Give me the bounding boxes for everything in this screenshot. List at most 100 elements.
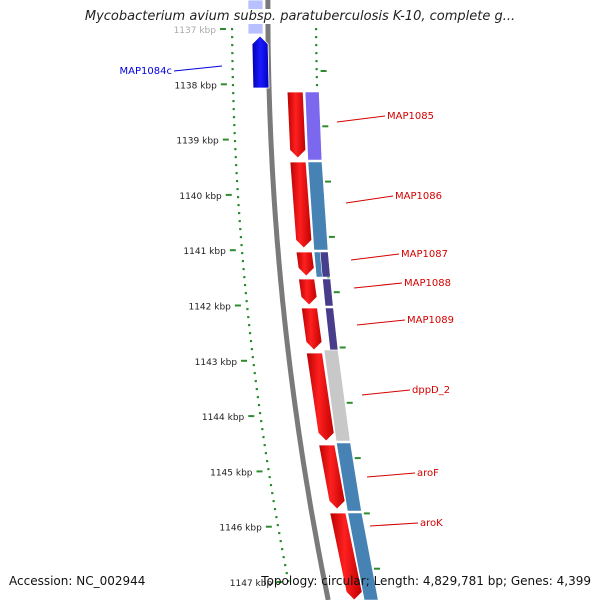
kbp-tick-label: 1142 kbp bbox=[188, 303, 231, 313]
inner-ring-dot bbox=[278, 532, 281, 535]
inner-ring-dot bbox=[231, 52, 234, 55]
inner-ring-dot bbox=[268, 476, 271, 479]
inner-ring-dot bbox=[231, 36, 234, 39]
cog-segment bbox=[325, 307, 339, 351]
gene-label[interactable]: MAP1085 bbox=[387, 111, 434, 122]
inner-ring-dot bbox=[260, 420, 263, 423]
inner-ring-dot bbox=[275, 516, 278, 519]
inner-ring-dot bbox=[276, 524, 279, 527]
inner-ring-dot bbox=[248, 324, 251, 327]
inner-ring-dot bbox=[281, 548, 284, 551]
inner-ring-dot bbox=[231, 84, 235, 87]
inner-ring-dot bbox=[232, 100, 235, 103]
cog-segment bbox=[323, 349, 351, 442]
gene-label[interactable]: MAP1084c bbox=[120, 66, 172, 77]
kbp-tick-label: 1146 kbp bbox=[219, 524, 262, 534]
gene-label[interactable]: MAP1088 bbox=[404, 278, 451, 289]
inner-ring-dot bbox=[269, 484, 273, 487]
inner-ring-dot bbox=[247, 316, 250, 319]
inner-ring-dot bbox=[234, 148, 237, 151]
inner-ring-dot bbox=[261, 428, 264, 431]
forward-gene-7 bbox=[329, 512, 363, 600]
inner-ring-dot bbox=[241, 252, 244, 255]
inner-ring-dot bbox=[231, 60, 234, 63]
outer-ring-dot bbox=[315, 52, 318, 55]
inner-ring-dot bbox=[235, 180, 239, 183]
gene-label[interactable]: MAP1087 bbox=[401, 249, 448, 260]
genes-value: 4,399 bbox=[556, 574, 591, 588]
map-title: Mycobacterium avium subsp. paratuberculo… bbox=[0, 9, 600, 24]
kbp-tick-label: 1141 kbp bbox=[183, 247, 226, 257]
gene-label-leader bbox=[350, 253, 400, 261]
outer-ring-dot bbox=[315, 44, 318, 47]
inner-ring-dot bbox=[234, 156, 237, 159]
outer-ring-dot bbox=[315, 60, 318, 63]
inner-ring-dot bbox=[251, 356, 254, 359]
gene-label-leader bbox=[345, 195, 394, 204]
inner-ring-dot bbox=[243, 276, 246, 279]
reverse-gene-map1084c bbox=[251, 35, 270, 89]
gene-label[interactable]: aroK bbox=[420, 518, 443, 529]
inner-ring-dot bbox=[244, 292, 247, 295]
inner-ring-dot bbox=[235, 172, 238, 175]
gene-label-leader bbox=[356, 319, 406, 326]
inner-ring-dot bbox=[263, 444, 266, 447]
inner-ring-dot bbox=[231, 76, 234, 79]
inner-ring-dot bbox=[246, 308, 249, 311]
inner-ring-dot bbox=[271, 492, 274, 495]
inner-ring-dot bbox=[287, 580, 290, 583]
cog-track bbox=[304, 91, 379, 600]
inner-ring-dot bbox=[236, 196, 240, 199]
gene-label-leader bbox=[353, 282, 403, 289]
inner-ring-dot bbox=[285, 572, 288, 575]
accession-info: Accession: NC_002944 bbox=[9, 574, 145, 588]
inner-ring-dot bbox=[272, 500, 275, 503]
forward-gene-4 bbox=[300, 307, 323, 351]
cog-segment bbox=[322, 278, 334, 307]
inner-ring-dot bbox=[237, 204, 240, 207]
inner-ring-dot bbox=[252, 364, 255, 367]
gene-label[interactable]: MAP1086 bbox=[395, 191, 442, 202]
inner-ring-dot bbox=[257, 404, 261, 407]
gene-label[interactable]: MAP1089 bbox=[407, 315, 454, 326]
inner-ring-dot bbox=[266, 460, 269, 463]
backbone-line bbox=[265, 0, 331, 600]
inner-ring-dot bbox=[233, 140, 237, 143]
inner-ring-dot bbox=[232, 108, 235, 111]
topology-label: Topology: bbox=[261, 574, 318, 588]
inner-ring-dot bbox=[255, 388, 258, 391]
inner-ring-dot bbox=[239, 236, 243, 239]
inner-ring-dot bbox=[233, 132, 236, 135]
kbp-tick-label: 1139 kbp bbox=[176, 137, 219, 147]
inner-ring-dot bbox=[238, 220, 241, 223]
inner-ring-dot bbox=[236, 188, 239, 191]
inner-ring-dot bbox=[262, 436, 265, 439]
forward-gene-6 bbox=[318, 444, 346, 510]
inner-ring-dot bbox=[273, 508, 277, 511]
cog-segment bbox=[307, 161, 329, 251]
gene-label-leader bbox=[173, 65, 223, 72]
forward-gene-2 bbox=[295, 251, 315, 277]
inner-ring-dot bbox=[230, 28, 234, 31]
inner-ring-dot bbox=[242, 268, 245, 271]
genes-label: Genes: bbox=[510, 574, 553, 588]
forward-gene-5 bbox=[305, 352, 335, 442]
inner-ring-dot bbox=[284, 564, 287, 567]
outer-ring-dot bbox=[314, 28, 318, 31]
inner-ring-dot bbox=[231, 68, 234, 71]
backbone-track bbox=[265, 0, 331, 600]
topology-value: circular; bbox=[321, 574, 370, 588]
outer-ring-dot bbox=[315, 36, 318, 39]
gene-label[interactable]: dppD_2 bbox=[412, 385, 450, 396]
outer-ring-dot bbox=[315, 68, 318, 71]
forward-gene-1 bbox=[289, 161, 313, 249]
forward-gene-3 bbox=[298, 278, 318, 306]
kbp-tick-label: 1145 kbp bbox=[210, 468, 253, 478]
gene-label[interactable]: aroF bbox=[417, 468, 439, 479]
inner-ring-dot bbox=[245, 300, 248, 303]
inner-ring-dot bbox=[279, 540, 282, 543]
inner-ring-dot bbox=[231, 44, 234, 47]
kbp-tick-label: 1147 kbp bbox=[230, 579, 273, 589]
genome-stats: Topology: circular; Length: 4,829,781 bp… bbox=[261, 574, 591, 588]
